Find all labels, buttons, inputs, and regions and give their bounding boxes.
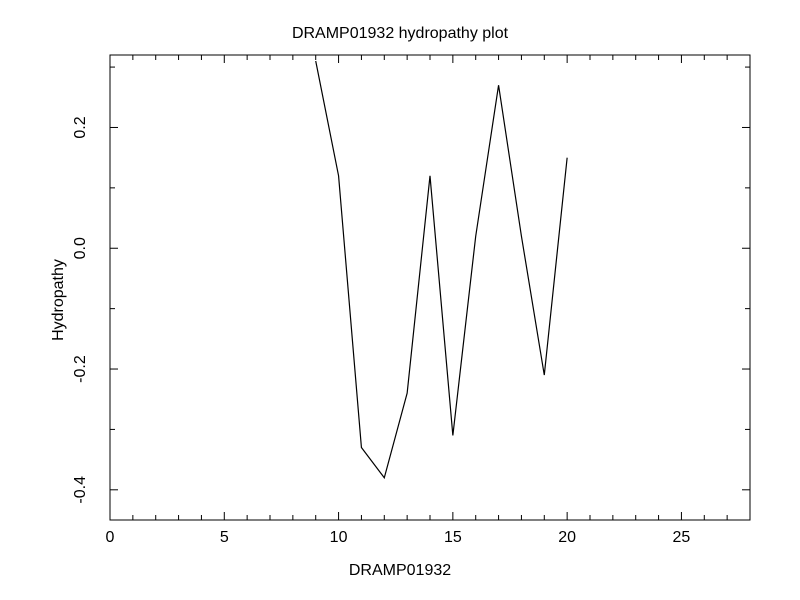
svg-text:10: 10 — [330, 529, 348, 546]
svg-text:0.0: 0.0 — [72, 237, 89, 259]
svg-text:0: 0 — [106, 529, 115, 546]
svg-text:-0.2: -0.2 — [72, 355, 89, 383]
svg-text:25: 25 — [673, 529, 691, 546]
svg-text:20: 20 — [558, 529, 576, 546]
svg-text:5: 5 — [220, 529, 229, 546]
chart-svg: 0 5 10 15 20 25 -0.4 -0.2 0.0 0.2 — [0, 0, 800, 600]
chart-container: DRAMP01932 hydropathy plot DRAMP01932 Hy… — [0, 0, 800, 600]
svg-text:-0.4: -0.4 — [72, 476, 89, 504]
svg-text:0.2: 0.2 — [72, 116, 89, 138]
svg-text:15: 15 — [444, 529, 462, 546]
